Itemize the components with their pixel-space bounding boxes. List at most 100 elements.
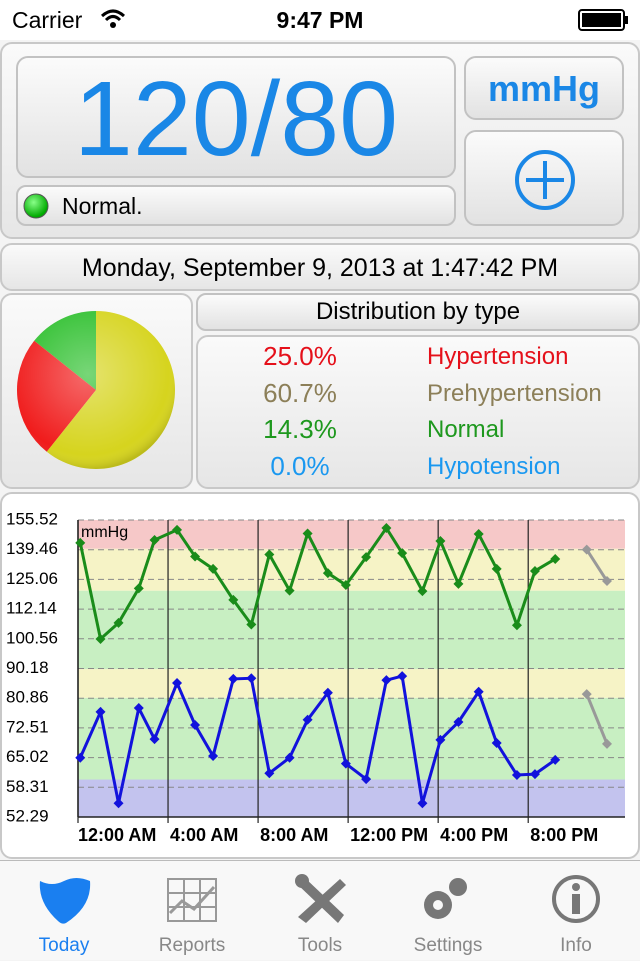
data-point (511, 770, 522, 781)
data-point (435, 535, 446, 546)
data-point (453, 717, 464, 728)
data-point (322, 568, 333, 579)
data-point (581, 689, 592, 700)
tab-label[interactable]: Reports (158, 935, 226, 956)
y-tick-label: 155.52 (6, 509, 58, 528)
info-icon (552, 875, 600, 923)
range-band (78, 669, 625, 698)
data-point (340, 580, 351, 591)
data-point (491, 738, 502, 749)
status-pill: Normal. (16, 185, 456, 226)
x-tick-label: 4:00 AM (170, 825, 238, 845)
data-point (95, 706, 106, 717)
data-point (246, 673, 257, 684)
data-point (302, 714, 313, 725)
data-point (75, 752, 86, 763)
data-point (133, 703, 144, 714)
x-tick-label: 4:00 PM (440, 825, 508, 845)
settings-icon (424, 878, 467, 919)
date-text: Monday, September 9, 2013 at 1:47:42 PM (81, 254, 559, 282)
status-bar: Carrier 9:47 PM (0, 0, 640, 40)
x-tick-label: 8:00 PM (530, 825, 598, 845)
range-band (78, 548, 625, 591)
data-point (284, 585, 295, 596)
distribution-header: Distribution by type (196, 293, 640, 331)
x-tick-label: 8:00 AM (260, 825, 328, 845)
tab-label[interactable]: Settings (413, 935, 483, 956)
y-tick-label: 139.46 (6, 539, 58, 558)
range-band (78, 779, 625, 817)
series-line (78, 674, 557, 804)
range-band (78, 697, 625, 780)
data-point (133, 583, 144, 594)
battery-icon (578, 9, 628, 31)
data-point (264, 549, 275, 560)
pie-shine (17, 311, 175, 469)
tab-bar: Today Reports Tools Settings Info (0, 860, 640, 960)
series-line (585, 693, 609, 745)
y-tick-label: 52.29 (6, 806, 49, 825)
y-tick-label: 72.51 (6, 717, 49, 736)
tools-icon (295, 874, 346, 923)
data-point (75, 537, 86, 548)
data-point (228, 673, 239, 684)
y-tick-label: 112.14 (6, 599, 57, 618)
series-line (78, 525, 556, 642)
distribution-title: Distribution by type (315, 298, 521, 325)
data-point (397, 671, 408, 682)
percent-label: 60.7% (263, 377, 337, 408)
percent-label: 14.3% (263, 414, 337, 444)
y-tick-label: 80.86 (6, 688, 49, 707)
distribution-table: 25.0% Hypertension 60.7% Prehypertension 14.… (196, 335, 640, 489)
data-point (172, 524, 183, 535)
data-point (529, 769, 540, 780)
data-point (435, 734, 446, 745)
today-icon (39, 878, 91, 924)
data-point (473, 529, 484, 540)
percent-label: 25.0% (263, 341, 337, 371)
unit-button[interactable]: mmHg (464, 56, 624, 120)
data-point (473, 686, 484, 697)
data-point (550, 553, 561, 564)
data-point (381, 523, 392, 534)
data-point (601, 738, 612, 749)
data-point (529, 565, 540, 576)
data-point (149, 734, 160, 745)
wifi-icon (100, 9, 126, 28)
tab-icons (39, 874, 600, 924)
reports-icon (167, 878, 217, 922)
x-tick-label: 12:00 PM (350, 825, 428, 845)
range-band (78, 520, 625, 549)
data-point (381, 675, 392, 686)
category-label: Hypertension (427, 343, 569, 370)
data-point (172, 678, 183, 689)
data-point (190, 719, 201, 730)
reading-value: 120/80 (73, 60, 399, 178)
tab-label[interactable]: Today (38, 935, 90, 956)
category-label: Prehypertension (427, 379, 602, 407)
data-point (284, 752, 295, 763)
series-line (585, 548, 609, 582)
y-tick-label: 58.31 (6, 777, 49, 796)
data-point (340, 758, 351, 769)
tab-label[interactable]: Tools (297, 935, 343, 956)
x-tick-label: 12:00 AM (78, 825, 156, 845)
data-point (113, 798, 124, 809)
data-point (113, 617, 124, 628)
add-button[interactable] (464, 130, 624, 226)
tab-label[interactable]: Info (560, 935, 592, 956)
percent-label: 0.0% (270, 450, 330, 481)
status-dot (23, 193, 49, 219)
data-point (491, 563, 502, 574)
data-point (264, 768, 275, 779)
data-point (208, 563, 219, 574)
data-point (95, 633, 106, 644)
pie-chart (16, 311, 175, 469)
data-point (190, 551, 201, 562)
status-text: Normal. (62, 193, 143, 219)
data-point (322, 687, 333, 698)
y-unit: mmHg (81, 524, 128, 541)
add-icon (515, 150, 575, 210)
category-label: Normal (427, 416, 505, 443)
date-bar: Monday, September 9, 2013 at 1:47:42 PM (0, 243, 640, 291)
